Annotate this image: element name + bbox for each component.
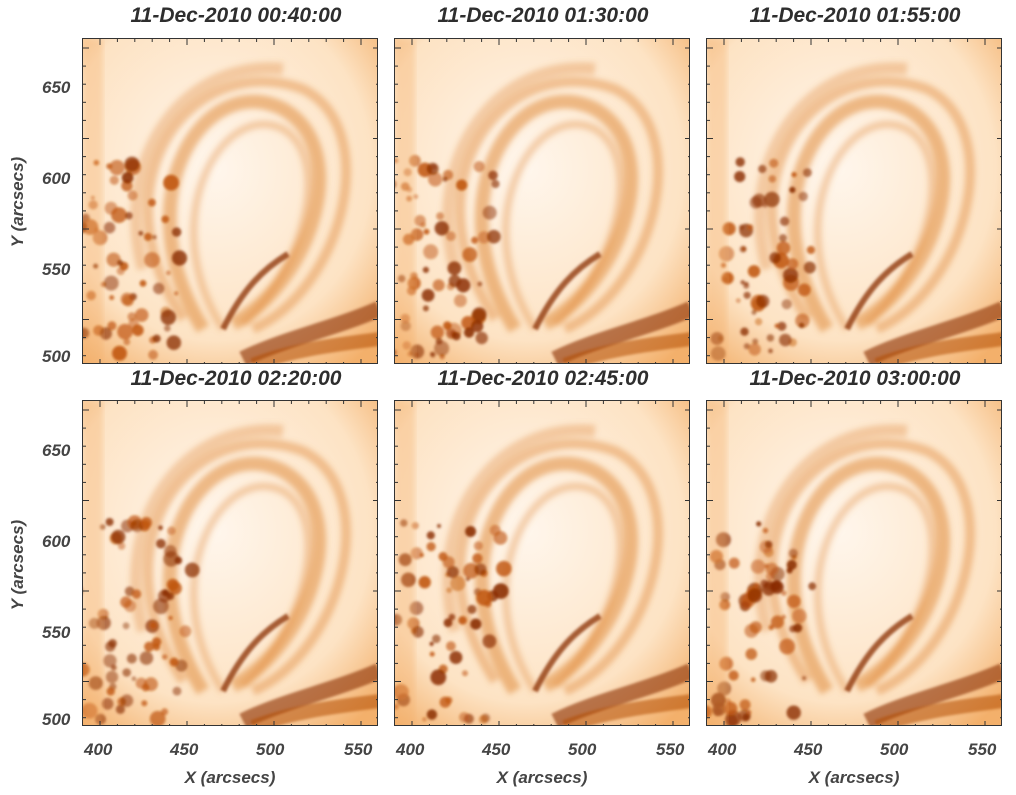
xtick-col2-400: 400	[396, 740, 425, 759]
tick-marks	[83, 401, 377, 725]
loop-footpoints	[844, 251, 1001, 363]
active-region	[395, 519, 512, 724]
y-axis-label-top: Y (arcsecs)	[8, 156, 27, 248]
xtick-col3-550: 550	[968, 740, 997, 759]
solar-image-panel-3	[706, 38, 1002, 364]
tick-marks	[707, 401, 1001, 725]
solar-image-4	[83, 401, 377, 725]
panel-title-3: 11-Dec-2010 01:55:00	[749, 4, 961, 27]
solar-image-3	[707, 39, 1001, 363]
tick-marks	[707, 39, 1001, 363]
x-axis-label-col2: X (arcsecs)	[496, 768, 588, 787]
panel-title-5: 11-Dec-2010 02:45:00	[437, 367, 649, 390]
xtick-col3-500: 500	[880, 740, 909, 759]
ytick-top-550: 550	[42, 260, 71, 279]
xtick-col3-450: 450	[794, 740, 823, 759]
loop-footpoints	[844, 613, 1001, 725]
solar-image-5	[395, 401, 689, 725]
y-axis-label-bottom: Y (arcsecs)	[8, 519, 27, 611]
solar-image-panel-4	[82, 400, 378, 726]
solar-image-1	[83, 39, 377, 363]
panel-title-2: 11-Dec-2010 01:30:00	[437, 4, 649, 27]
panel-title-1: 11-Dec-2010 00:40:00	[130, 4, 342, 27]
panel-title-4: 11-Dec-2010 02:20:00	[130, 367, 342, 390]
solar-image-panel-2	[394, 38, 690, 364]
xtick-col2-500: 500	[568, 740, 597, 759]
x-axis-label-col1: X (arcsecs)	[184, 768, 276, 787]
ytick-bottom-500: 500	[42, 710, 71, 729]
xtick-col3-400: 400	[708, 740, 737, 759]
xtick-col2-550: 550	[656, 740, 685, 759]
solar-image-panel-1	[82, 38, 378, 364]
ytick-bottom-550: 550	[42, 623, 71, 642]
x-axis-label-col3: X (arcsecs)	[808, 768, 900, 787]
xtick-col1-550: 550	[344, 740, 373, 759]
xtick-col1-450: 450	[170, 740, 199, 759]
ytick-top-650: 650	[42, 78, 71, 97]
xtick-col2-450: 450	[482, 740, 511, 759]
solar-image-panel-5	[394, 400, 690, 726]
loop-footpoints	[532, 251, 689, 363]
panel-title-6: 11-Dec-2010 03:00:00	[749, 367, 961, 390]
solar-image-2	[395, 39, 689, 363]
ytick-top-500: 500	[42, 347, 71, 366]
ytick-top-600: 600	[42, 169, 71, 188]
loop-footpoints	[532, 613, 689, 725]
xtick-col1-400: 400	[84, 740, 113, 759]
tick-marks	[395, 39, 689, 363]
solar-image-6	[707, 401, 1001, 725]
loop-footpoints	[220, 251, 377, 363]
ytick-bottom-600: 600	[42, 532, 71, 551]
loop-footpoints	[220, 613, 377, 725]
ytick-bottom-650: 650	[42, 441, 71, 460]
coronal-loops	[129, 424, 352, 696]
tick-marks	[83, 39, 377, 363]
solar-image-panel-6	[706, 400, 1002, 726]
tick-marks	[395, 401, 689, 725]
xtick-col1-500: 500	[256, 740, 285, 759]
